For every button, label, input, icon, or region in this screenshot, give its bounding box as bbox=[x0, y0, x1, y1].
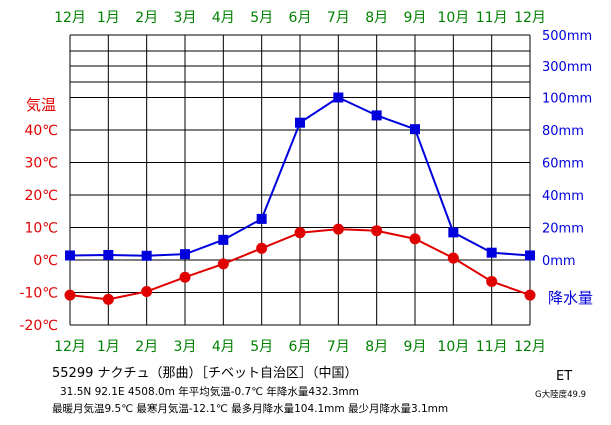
precipitation-point bbox=[256, 213, 267, 224]
month-label-bottom: 1月 bbox=[97, 339, 120, 355]
bottom-month-labels: 12月 1月 2月 3月 4月 5月 6月 7月 8月 9月 10月 11月 12月 bbox=[54, 339, 546, 355]
temperature-tick-label: 10℃ bbox=[24, 221, 58, 237]
temperature-point bbox=[64, 289, 76, 301]
station-name: 55299 ナクチュ（那曲）［チベット自治区］（中国） bbox=[52, 366, 358, 381]
temperature-point bbox=[294, 227, 306, 239]
month-label-bottom: 3月 bbox=[174, 339, 197, 355]
temperature-point bbox=[409, 233, 421, 245]
month-label-top: 10月 bbox=[437, 10, 469, 26]
climate-class: ET bbox=[556, 369, 573, 384]
station-coordinates: 31.5N 92.1E 4508.0m 年平均気温-0.7℃ 年降水量432.3… bbox=[60, 386, 359, 398]
precipitation-tick-label: 80mm bbox=[542, 124, 584, 139]
temperature-point bbox=[256, 242, 268, 254]
precipitation-tick-label: 60mm bbox=[542, 157, 584, 172]
precipitation-series bbox=[65, 92, 535, 261]
precipitation-tick-label: 100mm bbox=[542, 92, 592, 107]
month-label-bottom: 8月 bbox=[365, 339, 388, 355]
month-label-bottom: 6月 bbox=[289, 339, 312, 355]
temperature-point bbox=[371, 225, 383, 237]
temperature-series bbox=[64, 223, 536, 305]
month-label-bottom: 2月 bbox=[135, 339, 158, 355]
month-label-bottom: 10月 bbox=[437, 339, 469, 355]
station-extremes: 最暖月気温9.5℃ 最寒月気温-12.1℃ 最多月降水量104.1mm 最少月降… bbox=[52, 403, 449, 415]
precipitation-point bbox=[448, 227, 459, 238]
temperature-point bbox=[102, 293, 114, 305]
precipitation-tick-label: 500mm bbox=[542, 29, 592, 44]
month-label-bottom: 4月 bbox=[212, 339, 235, 355]
precipitation-point bbox=[103, 249, 114, 260]
continentality: G大陸度49.9 bbox=[535, 390, 587, 400]
temperature-tick-label: 40℃ bbox=[24, 123, 58, 139]
month-label-top: 8月 bbox=[365, 10, 388, 26]
precipitation-point bbox=[180, 249, 190, 260]
month-label-top: 2月 bbox=[135, 10, 158, 26]
precipitation-point bbox=[333, 92, 344, 103]
precipitation-point bbox=[295, 117, 305, 128]
precipitation-point bbox=[371, 110, 382, 121]
precipitation-point bbox=[486, 247, 497, 258]
precipitation-point bbox=[218, 234, 229, 245]
precipitation-tick-label: 40mm bbox=[542, 189, 584, 204]
month-label-bottom: 12月 bbox=[54, 339, 86, 355]
month-label-top: 1月 bbox=[97, 10, 120, 26]
month-label-bottom: 7月 bbox=[327, 339, 350, 355]
temperature-point bbox=[179, 271, 191, 283]
month-label-top: 9月 bbox=[404, 10, 427, 26]
precipitation-point bbox=[525, 250, 535, 261]
month-label-bottom: 12月 bbox=[514, 339, 546, 355]
temperature-point bbox=[524, 289, 536, 301]
temperature-point bbox=[332, 223, 344, 235]
temperature-tick-label: -20℃ bbox=[19, 318, 58, 334]
precipitation-tick-labels: 500mm 300mm 100mm 80mm 60mm 40mm 20mm 0mm bbox=[542, 29, 592, 269]
top-month-labels: 12月 1月 2月 3月 4月 5月 6月 7月 8月 9月 10月 11月 12月 bbox=[54, 10, 546, 26]
month-label-top: 4月 bbox=[212, 10, 235, 26]
temperature-tick-labels: 40℃ 30℃ 20℃ 10℃ 0℃ -10℃ -20℃ bbox=[19, 123, 58, 334]
climate-chart: 12月 1月 2月 3月 4月 5月 6月 7月 8月 9月 10月 11月 12月 12月 1月 2月 3月… bbox=[19, 10, 593, 355]
temperature-tick-label: 0℃ bbox=[33, 253, 58, 269]
month-label-top: 12月 bbox=[54, 10, 86, 26]
month-label-top: 5月 bbox=[250, 10, 273, 26]
temperature-tick-label: 30℃ bbox=[24, 156, 58, 172]
chart-grid bbox=[69, 34, 531, 326]
temperature-tick-label: -10℃ bbox=[19, 286, 58, 302]
month-label-bottom: 11月 bbox=[476, 339, 508, 355]
month-label-top: 11月 bbox=[476, 10, 508, 26]
month-label-bottom: 5月 bbox=[250, 339, 273, 355]
precipitation-axis-title: 降水量 bbox=[548, 289, 593, 307]
precipitation-tick-label: 0mm bbox=[542, 254, 576, 269]
temperature-point bbox=[486, 275, 498, 287]
temperature-axis-title: 気温 bbox=[26, 96, 56, 114]
month-label-top: 3月 bbox=[174, 10, 197, 26]
precipitation-point bbox=[141, 250, 152, 261]
precipitation-tick-label: 20mm bbox=[542, 222, 584, 237]
temperature-point bbox=[141, 286, 153, 298]
month-label-top: 12月 bbox=[514, 10, 546, 26]
precipitation-point bbox=[410, 124, 420, 135]
temperature-point bbox=[217, 258, 229, 270]
month-label-top: 6月 bbox=[289, 10, 312, 26]
temperature-tick-label: 20℃ bbox=[24, 188, 58, 204]
month-label-bottom: 9月 bbox=[404, 339, 427, 355]
month-label-top: 7月 bbox=[327, 10, 350, 26]
precipitation-tick-label: 300mm bbox=[542, 60, 592, 75]
temperature-point bbox=[447, 252, 459, 264]
precipitation-point bbox=[65, 250, 75, 261]
